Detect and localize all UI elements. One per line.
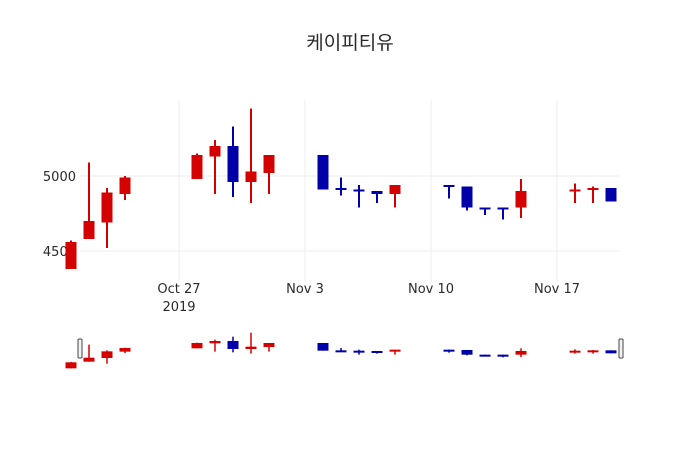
slider-candle	[335, 348, 347, 353]
slider-candle	[209, 339, 221, 352]
candles-main[interactable]	[65, 108, 617, 270]
candle[interactable]	[317, 155, 329, 190]
slider-candle	[101, 350, 113, 364]
slider-candle	[191, 342, 203, 349]
candle[interactable]	[371, 191, 383, 203]
candle[interactable]	[191, 153, 203, 180]
slider-candle	[317, 343, 329, 351]
slider-candle	[83, 344, 95, 362]
range-slider[interactable]	[65, 332, 624, 369]
x-tick-label: Nov 17	[534, 282, 580, 297]
candle[interactable]	[65, 240, 77, 270]
slider-candle	[479, 354, 491, 357]
chart-title: 케이피티유	[306, 32, 394, 54]
gridlines	[80, 100, 620, 282]
candle[interactable]	[245, 108, 257, 204]
candle[interactable]	[83, 162, 95, 240]
y-tick-label: 5000	[43, 170, 76, 185]
slider-candle	[227, 336, 239, 353]
slider-candle	[461, 350, 473, 356]
x-tick-label: Nov 10	[408, 282, 454, 297]
candle[interactable]	[587, 186, 599, 204]
slider-candle	[569, 349, 581, 354]
slider-candle	[353, 349, 365, 355]
x-tick-year: 2019	[162, 300, 195, 315]
slider-candle	[497, 354, 509, 358]
candle[interactable]	[353, 185, 365, 208]
slider-candle	[389, 349, 401, 355]
slider-candle	[443, 349, 455, 353]
candle[interactable]	[101, 188, 113, 248]
slider-candle	[245, 332, 257, 354]
candle[interactable]	[515, 179, 527, 218]
x-tick-label: Oct 27	[157, 282, 200, 297]
x-axis: Oct 27 2019 Nov 3 Nov 10 Nov 17	[157, 282, 580, 315]
slider-candle	[119, 347, 131, 353]
candle[interactable]	[605, 188, 617, 202]
candle[interactable]	[227, 126, 239, 198]
candle[interactable]	[497, 207, 509, 220]
slider-candle	[605, 350, 617, 354]
slider-candle	[515, 348, 527, 357]
candle[interactable]	[389, 185, 401, 208]
slider-candle	[587, 350, 599, 354]
candle[interactable]	[569, 183, 581, 204]
candle[interactable]	[335, 177, 347, 196]
x-tick-label: Nov 3	[286, 282, 324, 297]
candle[interactable]	[479, 207, 491, 216]
candle[interactable]	[209, 140, 221, 194]
slider-candle	[371, 351, 383, 354]
slider-candle	[65, 362, 77, 369]
candle[interactable]	[461, 186, 473, 211]
candle[interactable]	[119, 176, 131, 200]
candle[interactable]	[263, 155, 275, 194]
slider-candle	[263, 343, 275, 352]
range-slider-right-handle[interactable]	[618, 338, 624, 359]
range-slider-left-handle[interactable]	[77, 338, 83, 359]
candle[interactable]	[443, 185, 455, 199]
